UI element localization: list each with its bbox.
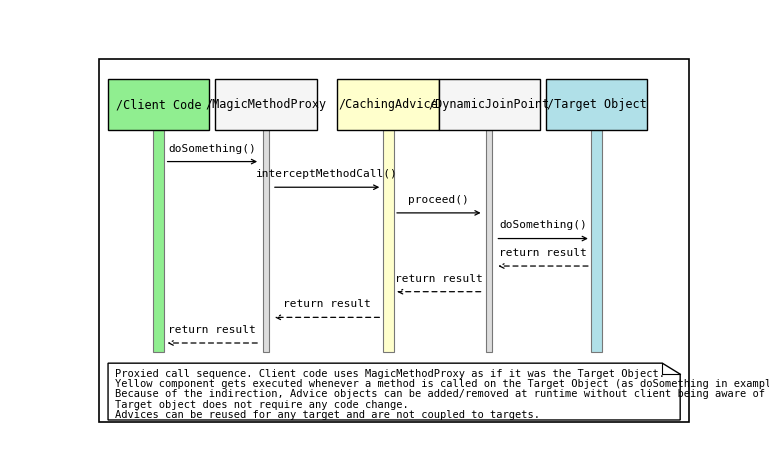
Text: Advices can be reused for any target and are not coupled to targets.: Advices can be reused for any target and…	[115, 410, 540, 420]
Bar	[215, 79, 317, 130]
Bar	[108, 79, 209, 130]
Text: doSomething(): doSomething()	[499, 220, 587, 230]
Bar	[263, 130, 269, 352]
Text: interceptMethodCall(): interceptMethodCall()	[256, 169, 398, 179]
Bar	[383, 130, 394, 352]
Text: /Client Code: /Client Code	[116, 98, 201, 111]
Bar	[338, 79, 439, 130]
Text: return result: return result	[283, 299, 371, 309]
Text: proceed(): proceed()	[408, 195, 469, 205]
Text: /CachingAdvice: /CachingAdvice	[338, 98, 438, 111]
Bar	[153, 130, 164, 352]
Text: /MagicMethodProxy: /MagicMethodProxy	[205, 98, 327, 111]
Bar	[546, 79, 647, 130]
Text: return result: return result	[168, 325, 256, 335]
Text: Target object does not require any code change.: Target object does not require any code …	[115, 400, 409, 410]
Bar	[439, 79, 540, 130]
Text: /DynamicJoinPoint: /DynamicJoinPoint	[429, 98, 550, 111]
Text: Proxied call sequence. Client code uses MagicMethodProxy as if it was the Target: Proxied call sequence. Client code uses …	[115, 368, 665, 379]
Bar	[487, 130, 492, 352]
Polygon shape	[108, 363, 681, 420]
Text: Yellow component gets executed whenever a method is called on the Target Object : Yellow component gets executed whenever …	[115, 379, 769, 389]
Text: doSomething(): doSomething()	[168, 144, 256, 154]
Text: return result: return result	[395, 274, 483, 284]
Text: return result: return result	[499, 248, 587, 258]
Bar	[591, 130, 602, 352]
Text: /Target Object: /Target Object	[547, 98, 647, 111]
Text: Because of the indirection, Advice objects can be added/removed at runtime witho: Because of the indirection, Advice objec…	[115, 389, 769, 399]
